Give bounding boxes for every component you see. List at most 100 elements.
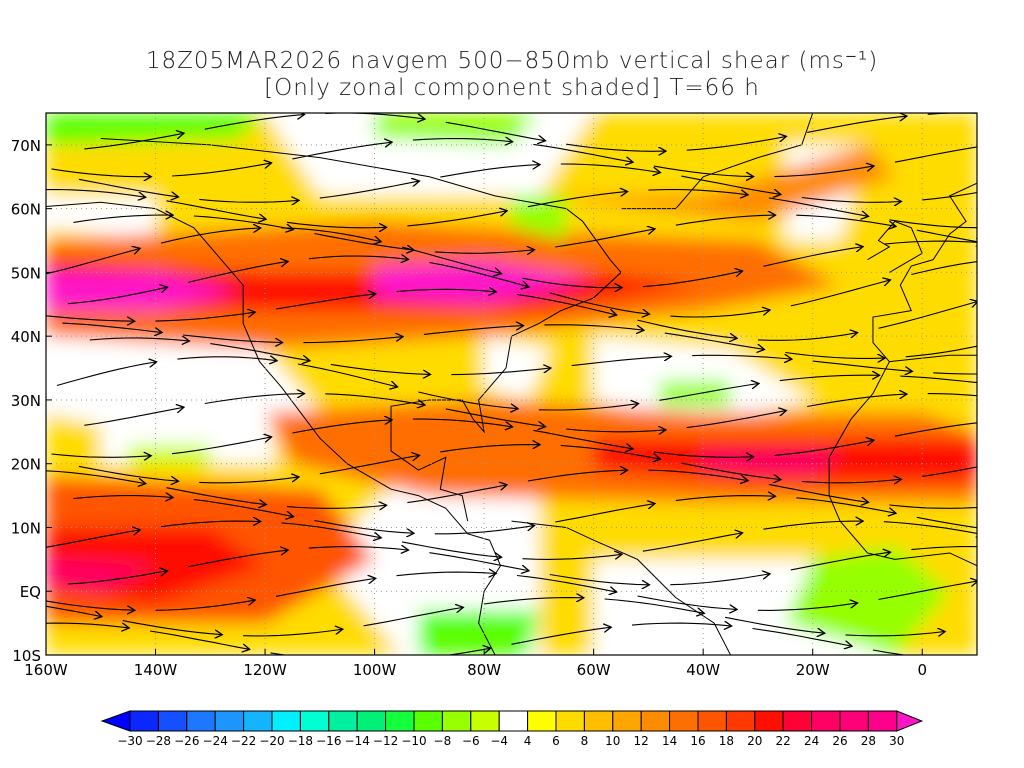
colorbar-level-label: −14 bbox=[345, 734, 370, 748]
colorbar-swatch bbox=[498, 710, 529, 732]
streamline-108 bbox=[516, 293, 616, 315]
lat-tick-label: 30N bbox=[11, 392, 41, 410]
streamline-8 bbox=[46, 605, 101, 616]
lat-tick-label: 50N bbox=[11, 264, 41, 282]
green-s-america bbox=[418, 610, 539, 655]
streamline-59 bbox=[440, 445, 539, 453]
streamline-31 bbox=[911, 546, 977, 551]
colorbar-swatch bbox=[385, 710, 415, 732]
streamline-3 bbox=[445, 648, 490, 655]
streamline-79 bbox=[927, 393, 977, 397]
streamline-7 bbox=[872, 649, 908, 655]
streamline-15 bbox=[845, 632, 945, 636]
streamline-124 bbox=[522, 277, 622, 288]
core-magenta-2 bbox=[374, 259, 594, 305]
streamline-123 bbox=[401, 246, 501, 273]
colorbar-level-label: 4 bbox=[524, 734, 532, 748]
streamline-6 bbox=[752, 627, 852, 647]
streamline-40 bbox=[73, 496, 172, 499]
streamline-75 bbox=[445, 408, 545, 427]
streamline-150 bbox=[801, 196, 901, 203]
streamline-98 bbox=[303, 337, 402, 344]
streamline-121 bbox=[160, 228, 260, 244]
colorbar-level-label: −6 bbox=[462, 734, 480, 748]
colorbar-swatch bbox=[697, 710, 727, 732]
colorbar-level-label: 10 bbox=[605, 734, 620, 748]
green-labrador bbox=[511, 195, 567, 241]
streamline-148 bbox=[560, 163, 660, 172]
colorbar-swatch bbox=[811, 710, 841, 732]
streamline-13 bbox=[604, 598, 704, 613]
streamline-104 bbox=[46, 315, 134, 322]
lon-tick-label: 140W bbox=[134, 661, 178, 679]
streamline-67 bbox=[412, 418, 512, 427]
streamline-133 bbox=[675, 215, 775, 226]
streamline-74 bbox=[325, 393, 424, 405]
streamline-95 bbox=[933, 372, 977, 375]
colorbar-swatch bbox=[328, 710, 358, 732]
streamline-109 bbox=[637, 319, 737, 338]
colorbar-level-label: 20 bbox=[747, 734, 762, 748]
streamline-162 bbox=[325, 113, 424, 119]
lon-tick-label: 0 bbox=[917, 661, 927, 679]
streamline-141 bbox=[648, 188, 747, 195]
streamline-114 bbox=[308, 256, 408, 259]
lon-tick-label: 40W bbox=[686, 661, 720, 679]
streamline-23 bbox=[878, 581, 977, 601]
colorbar-level-label: 6 bbox=[552, 734, 560, 748]
streamline-27 bbox=[429, 552, 528, 571]
colorbar-level-label: −24 bbox=[203, 734, 228, 748]
plot-title-line2: [Only zonal component shaded] T=66 h bbox=[264, 75, 760, 101]
colorbar-level-label: 14 bbox=[662, 734, 677, 748]
streamline-155 bbox=[412, 139, 512, 142]
streamline-36 bbox=[522, 554, 622, 560]
colorbar-level-label: −30 bbox=[117, 734, 142, 748]
colorbar-swatch bbox=[299, 710, 330, 732]
streamline-111 bbox=[878, 302, 977, 329]
colorbar-swatch bbox=[470, 710, 500, 732]
streamline-28 bbox=[549, 573, 649, 585]
streamline-71 bbox=[894, 422, 977, 437]
streamline-158 bbox=[774, 166, 873, 178]
streamline-20 bbox=[516, 574, 616, 592]
coastline-6 bbox=[828, 495, 977, 567]
colorbar-swatch bbox=[186, 710, 216, 732]
lat-tick-label: 70N bbox=[11, 137, 41, 155]
colorbar-level-label: 26 bbox=[832, 734, 847, 748]
streamline-48 bbox=[46, 470, 145, 484]
colorbar-level-label: 30 bbox=[889, 734, 904, 748]
lat-tick-label: 10S bbox=[12, 647, 41, 665]
lat-tick-label: 40N bbox=[11, 328, 41, 346]
streamline-17 bbox=[155, 600, 255, 611]
streamline-136 bbox=[46, 188, 145, 198]
streamline-26 bbox=[308, 547, 408, 550]
streamline-97 bbox=[182, 334, 282, 343]
streamline-77 bbox=[686, 411, 786, 429]
streamline-166 bbox=[807, 116, 906, 133]
streamline-93 bbox=[692, 355, 791, 359]
green-pacific bbox=[128, 444, 211, 464]
shading-layer bbox=[46, 113, 977, 655]
colorbar-swatch bbox=[129, 710, 159, 732]
streamline-89 bbox=[210, 343, 309, 361]
streamline-101 bbox=[664, 332, 764, 349]
colorbar: −30 −28 −26 −24 −22 −20 −18 −16 −14 −12 −10 −8 −6 −4 4… bbox=[100, 710, 924, 748]
lon-tick-label: 100W bbox=[353, 661, 397, 679]
streamline-47 bbox=[916, 516, 977, 529]
streamline-9 bbox=[122, 620, 222, 635]
streamline-130 bbox=[314, 232, 413, 250]
streamline-29 bbox=[670, 574, 769, 586]
streamline-61 bbox=[681, 462, 780, 479]
streamline-37 bbox=[642, 533, 742, 552]
colorbar-swatch bbox=[157, 710, 188, 732]
streamline-51 bbox=[407, 485, 506, 504]
streamline-54 bbox=[768, 483, 868, 502]
colorbar-swatch bbox=[640, 710, 671, 732]
colorbar-level-label: −12 bbox=[373, 734, 398, 748]
plot-title-line1: 18Z05MAR2026 navgem 500−850mb vertical s… bbox=[145, 48, 879, 74]
streamline-135 bbox=[916, 229, 977, 243]
streamline-85 bbox=[659, 384, 758, 401]
streamline-87 bbox=[900, 375, 977, 384]
colorbar-level-label: −26 bbox=[174, 734, 199, 748]
